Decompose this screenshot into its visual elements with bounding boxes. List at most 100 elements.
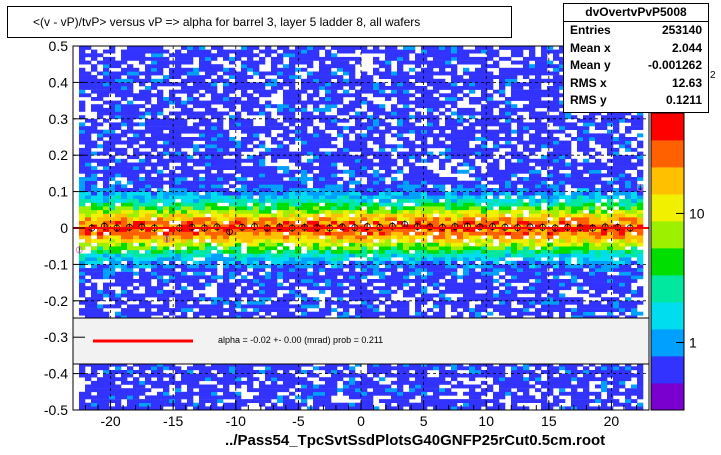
heatmap-cell [349,297,356,302]
heatmap-cell [613,191,620,196]
heatmap-cell [559,191,566,196]
heatmap-cell [505,268,512,272]
heatmap-cell [181,315,188,320]
heatmap-cell [127,253,134,258]
heatmap-cell [409,380,416,385]
heatmap-cell [265,257,272,261]
heatmap-cell [193,173,200,178]
heatmap-cell [499,293,506,298]
heatmap-cell [487,297,494,302]
heatmap-cell [211,406,218,411]
heatmap-cell [103,253,110,258]
heatmap-cell [313,282,320,287]
heatmap-cell [373,253,380,258]
heatmap-cell [85,406,92,411]
heatmap-cell [109,384,116,389]
heatmap-cell [85,198,92,203]
heatmap-cell [319,246,326,251]
heatmap-cell [349,242,356,247]
heatmap-cell [535,188,542,192]
heatmap-cell [307,198,314,203]
heatmap-cell [499,177,506,181]
heatmap-cell [343,402,350,407]
heatmap-cell [619,370,626,374]
heatmap-cell [403,366,410,371]
heatmap-cell [349,195,356,200]
heatmap-cell [637,264,644,269]
heatmap-cell [187,238,194,243]
heatmap-cell [115,311,122,316]
heatmap-cell [445,177,452,181]
heatmap-cell [493,279,500,283]
heatmap-cell [217,311,224,316]
heatmap-cell [193,315,200,320]
heatmap-cell [271,217,278,221]
heatmap-cell [223,315,230,320]
heatmap-cell [235,279,242,283]
heatmap-cell [541,209,548,214]
heatmap-cell [523,362,530,367]
heatmap-cell [301,311,308,316]
heatmap-cell [103,286,110,291]
heatmap-cell [145,220,152,225]
heatmap-cell [85,395,92,400]
heatmap-cell [565,268,572,272]
heatmap-cell [487,180,494,185]
heatmap-cell [151,402,158,407]
heatmap-cell [169,235,176,240]
heatmap-cell [499,297,506,302]
heatmap-cell [199,293,206,298]
heatmap-cell [571,217,578,221]
heatmap-cell [601,388,608,393]
heatmap-cell [523,380,530,385]
heatmap-cell [271,260,278,265]
heatmap-cell [601,264,608,269]
heatmap-cell [475,362,482,367]
heatmap-cell [499,362,506,367]
heatmap-cell [367,370,374,374]
heatmap-cell [523,384,530,389]
heatmap-cell [481,246,488,251]
heatmap-cell [385,402,392,407]
heatmap-cell [595,206,602,211]
heatmap-cell [331,253,338,258]
heatmap-cell [373,311,380,316]
heatmap-cell [217,198,224,203]
heatmap-cell [217,308,224,312]
heatmap-cell [499,228,506,232]
heatmap-cell [313,220,320,225]
heatmap-cell [637,300,644,305]
heatmap-cell [91,169,98,174]
heatmap-cell [553,202,560,207]
heatmap-cell [85,173,92,178]
heatmap-cell [289,209,296,214]
heatmap-cell [487,213,494,218]
heatmap-cell [115,249,122,254]
heatmap-cell [223,213,230,218]
heatmap-cell [235,260,242,265]
heatmap-cell [613,268,620,272]
heatmap-cell [421,377,428,382]
heatmap-cell [589,279,596,283]
heatmap-cell [463,279,470,283]
heatmap-cell [421,293,428,298]
heatmap-cell [379,231,386,236]
heatmap-cell [295,395,302,400]
heatmap-cell [187,213,194,218]
heatmap-cell [511,198,518,203]
heatmap-cell [151,209,158,214]
heatmap-cell [511,297,518,302]
heatmap-cell [259,275,266,280]
heatmap-cell [589,249,596,254]
heatmap-cell [109,249,116,254]
heatmap-cell [403,228,410,232]
heatmap-cell [271,370,278,374]
heatmap-cell [133,315,140,320]
heatmap-cell [631,300,638,305]
heatmap-cell [151,235,158,240]
heatmap-cell [367,264,374,269]
heatmap-cell [445,271,452,276]
heatmap-cell [217,228,224,232]
heatmap-cell [619,373,626,378]
heatmap-cell [619,282,626,287]
